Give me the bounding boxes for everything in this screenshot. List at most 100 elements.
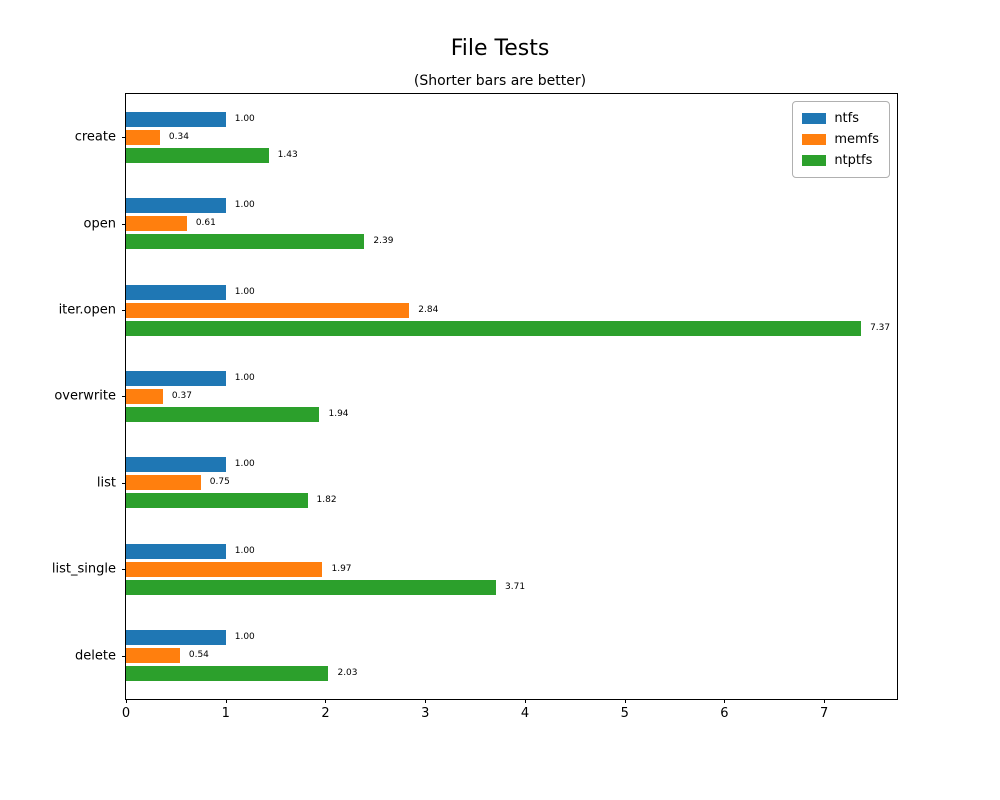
bar-value-label: 1.97 [331, 563, 352, 574]
bar-value-label: 1.00 [234, 200, 255, 211]
bar-group: 1.00 0.34 1.43 create [75, 94, 897, 180]
bar-ntptfs [126, 493, 308, 509]
bar-value-label: 2.84 [418, 304, 439, 315]
bar-ntptfs [126, 406, 320, 422]
x-tick-mark [425, 699, 427, 703]
legend-swatch [802, 155, 827, 166]
x-tick-mark [824, 699, 826, 703]
bar-row: 1.94 [126, 406, 897, 422]
bar-memfs [126, 648, 180, 664]
bar-memfs [126, 302, 410, 318]
bar-value-label: 1.00 [234, 459, 255, 470]
bar-row: 1.97 [126, 561, 897, 577]
bar-row: 0.54 [126, 648, 897, 664]
bar-memfs [126, 475, 201, 491]
legend-item-ntfs: ntfs [802, 108, 879, 129]
bar-value-label: 1.94 [328, 408, 349, 419]
x-tick-mark [126, 699, 127, 703]
x-tick-label: 6 [720, 706, 729, 721]
y-tick-label: create [74, 129, 116, 145]
bar-ntfs [126, 543, 226, 559]
bar-ntptfs [126, 579, 497, 595]
bar-ntptfs [126, 666, 329, 682]
bar-ntptfs [126, 320, 862, 336]
y-tick-mark [122, 482, 126, 484]
x-tick-mark [225, 699, 227, 703]
bar-value-label: 0.61 [195, 218, 216, 229]
x-tick-label: 5 [620, 706, 629, 721]
y-tick-mark [122, 223, 126, 225]
legend: ntfs memfs ntptfs [792, 101, 890, 178]
y-tick-label: open [83, 216, 116, 232]
bar-row: 0.34 [126, 129, 897, 145]
bar-value-label: 2.39 [373, 236, 394, 247]
bar-row: 1.00 [126, 630, 897, 646]
bar-row: 7.37 [126, 320, 897, 336]
y-tick-mark [122, 310, 126, 312]
bar-group: 1.00 0.54 2.03 delete [75, 613, 897, 699]
x-tick-mark [524, 699, 526, 703]
legend-label: ntfs [834, 111, 859, 126]
x-tick-label: 4 [520, 706, 530, 721]
y-tick-mark [122, 655, 126, 657]
bar-ntptfs [126, 234, 365, 250]
y-tick-label: delete [75, 648, 116, 664]
bar-group: 1.00 0.37 1.94 overwrite [54, 353, 897, 439]
chart-subtitle: (Shorter bars are better) [413, 73, 587, 89]
bar-value-label: 0.37 [171, 390, 192, 401]
bar-ntfs [126, 370, 226, 386]
bar-value-label: 1.82 [316, 495, 337, 506]
x-tick-label: 2 [321, 706, 330, 721]
x-tick-label: 3 [421, 706, 430, 721]
bar-row: 1.00 [126, 198, 897, 214]
bar-row: 1.00 [126, 284, 897, 300]
bar-memfs [126, 388, 163, 404]
y-tick-label: iter.open [58, 302, 116, 318]
bar-ntfs [126, 284, 226, 300]
bar-row: 1.43 [126, 147, 897, 163]
x-tick-label: 0 [121, 706, 131, 721]
bar-value-label: 1.00 [234, 545, 255, 556]
bar-row: 0.75 [126, 475, 897, 491]
bar-value-label: 1.00 [234, 286, 255, 297]
x-tick-mark [325, 699, 327, 703]
bar-value-label: 2.03 [337, 668, 358, 679]
bar-row: 1.82 [126, 493, 897, 509]
bar-ntptfs [126, 147, 269, 163]
bar-value-label: 0.75 [209, 477, 230, 488]
legend-item-ntptfs: ntptfs [802, 150, 879, 171]
x-tick-mark [724, 699, 726, 703]
bar-group: 1.00 0.75 1.82 list [97, 440, 897, 526]
bar-row: 1.00 [126, 111, 897, 127]
bar-row: 1.00 [126, 543, 897, 559]
chart-title: File Tests [450, 36, 550, 61]
plot-area: 1.00 0.34 1.43 create 1.00 0.61 2.39 open 1.00 2.… [52, 93, 898, 721]
bar-value-label: 7.37 [870, 322, 891, 333]
y-tick-mark [122, 569, 126, 571]
bar-value-label: 1.00 [234, 372, 255, 383]
bar-value-label: 0.34 [168, 131, 189, 142]
bar-value-label: 1.00 [234, 632, 255, 643]
legend-swatch [802, 134, 827, 145]
legend-label: ntptfs [834, 153, 873, 168]
bar-ntfs [126, 198, 226, 214]
bar-group: 1.00 1.97 3.71 list_single [52, 526, 897, 612]
y-tick-mark [122, 137, 126, 139]
bar-row: 3.71 [126, 579, 897, 595]
y-tick-label: list [96, 475, 116, 491]
bar-memfs [126, 129, 160, 145]
y-tick-mark [122, 396, 126, 398]
bar-row: 2.39 [126, 234, 897, 250]
x-tick-label: 7 [820, 706, 829, 721]
bar-row: 0.37 [126, 388, 897, 404]
bar-value-label: 1.00 [234, 113, 255, 124]
bar-row: 0.61 [126, 216, 897, 232]
legend-swatch [802, 113, 827, 124]
bar-memfs [126, 561, 323, 577]
legend-item-memfs: memfs [802, 129, 879, 150]
legend-label: memfs [834, 132, 879, 147]
x-tick-label: 1 [221, 706, 230, 721]
bar-row: 1.00 [126, 370, 897, 386]
bar-ntfs [126, 111, 226, 127]
